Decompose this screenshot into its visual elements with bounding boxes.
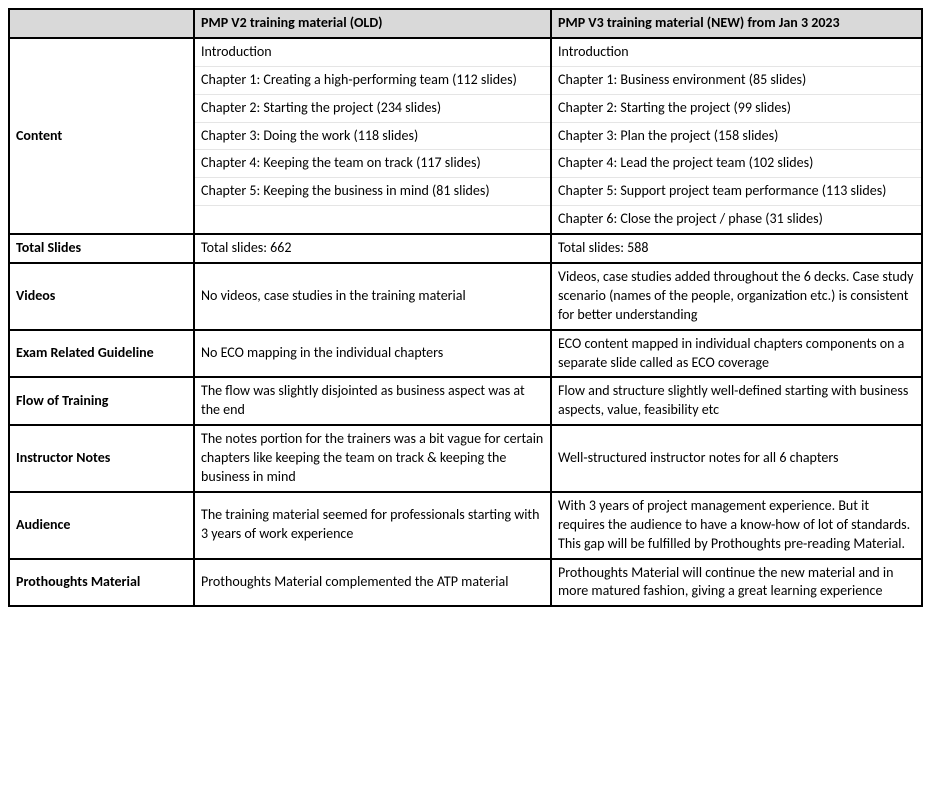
prothoughts-label: Prothoughts Material bbox=[9, 559, 194, 607]
table-header-row: PMP V2 training material (OLD) PMP V3 tr… bbox=[9, 9, 922, 38]
total-slides-old: Total slides: 662 bbox=[194, 234, 551, 263]
content-row-0: Content Introduction Introduction bbox=[9, 38, 922, 66]
content-old-0: Introduction bbox=[194, 38, 551, 66]
audience-old: The training material seemed for profess… bbox=[194, 492, 551, 559]
content-new-6: Chapter 6: Close the project / phase (31… bbox=[551, 206, 922, 234]
total-slides-label: Total Slides bbox=[9, 234, 194, 263]
header-col1 bbox=[9, 9, 194, 38]
content-new-1: Chapter 1: Business environment (85 slid… bbox=[551, 66, 922, 94]
exam-guideline-old: No ECO mapping in the individual chapter… bbox=[194, 330, 551, 378]
audience-new: With 3 years of project management exper… bbox=[551, 492, 922, 559]
content-old-5: Chapter 5: Keeping the business in mind … bbox=[194, 178, 551, 206]
videos-label: Videos bbox=[9, 263, 194, 330]
videos-row: Videos No videos, case studies in the tr… bbox=[9, 263, 922, 330]
instructor-notes-new: Well-structured instructor notes for all… bbox=[551, 425, 922, 492]
prothoughts-new: Prothoughts Material will continue the n… bbox=[551, 559, 922, 607]
total-slides-row: Total Slides Total slides: 662 Total sli… bbox=[9, 234, 922, 263]
content-old-1: Chapter 1: Creating a high-performing te… bbox=[194, 66, 551, 94]
prothoughts-row: Prothoughts Material Prothoughts Materia… bbox=[9, 559, 922, 607]
content-old-4: Chapter 4: Keeping the team on track (11… bbox=[194, 150, 551, 178]
total-slides-new: Total slides: 588 bbox=[551, 234, 922, 263]
exam-guideline-row: Exam Related Guideline No ECO mapping in… bbox=[9, 330, 922, 378]
content-label: Content bbox=[9, 38, 194, 234]
content-old-6 bbox=[194, 206, 551, 234]
content-new-5: Chapter 5: Support project team performa… bbox=[551, 178, 922, 206]
audience-row: Audience The training material seemed fo… bbox=[9, 492, 922, 559]
instructor-notes-row: Instructor Notes The notes portion for t… bbox=[9, 425, 922, 492]
instructor-notes-label: Instructor Notes bbox=[9, 425, 194, 492]
content-new-4: Chapter 4: Lead the project team (102 sl… bbox=[551, 150, 922, 178]
instructor-notes-old: The notes portion for the trainers was a… bbox=[194, 425, 551, 492]
content-new-2: Chapter 2: Starting the project (99 slid… bbox=[551, 94, 922, 122]
videos-new: Videos, case studies added throughout th… bbox=[551, 263, 922, 330]
flow-old: The flow was slightly disjointed as busi… bbox=[194, 377, 551, 425]
exam-guideline-label: Exam Related Guideline bbox=[9, 330, 194, 378]
videos-old: No videos, case studies in the training … bbox=[194, 263, 551, 330]
content-new-3: Chapter 3: Plan the project (158 slides) bbox=[551, 122, 922, 150]
prothoughts-old: Prothoughts Material complemented the AT… bbox=[194, 559, 551, 607]
content-new-0: Introduction bbox=[551, 38, 922, 66]
comparison-table: PMP V2 training material (OLD) PMP V3 tr… bbox=[8, 8, 923, 607]
content-old-2: Chapter 2: Starting the project (234 sli… bbox=[194, 94, 551, 122]
header-col3: PMP V3 training material (NEW) from Jan … bbox=[551, 9, 922, 38]
header-col2: PMP V2 training material (OLD) bbox=[194, 9, 551, 38]
exam-guideline-new: ECO content mapped in individual chapter… bbox=[551, 330, 922, 378]
audience-label: Audience bbox=[9, 492, 194, 559]
flow-row: Flow of Training The flow was slightly d… bbox=[9, 377, 922, 425]
content-old-3: Chapter 3: Doing the work (118 slides) bbox=[194, 122, 551, 150]
flow-label: Flow of Training bbox=[9, 377, 194, 425]
flow-new: Flow and structure slightly well-defined… bbox=[551, 377, 922, 425]
